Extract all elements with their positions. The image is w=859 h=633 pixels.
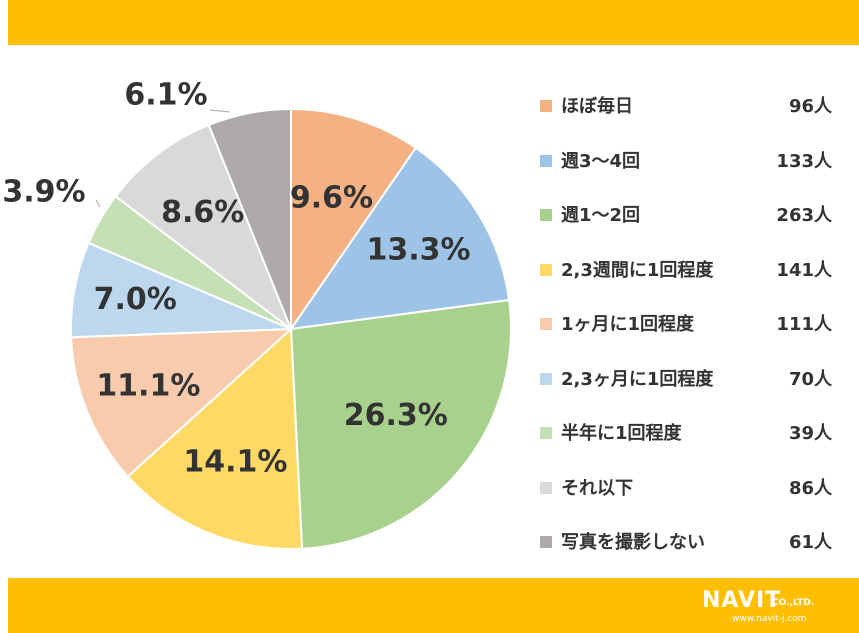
leader-line: [209, 109, 231, 113]
logo-word: NAVIT: [702, 588, 782, 613]
legend-count: 263人: [776, 205, 832, 226]
bottom-banner: [8, 578, 859, 633]
legend-label: 写真を撮影しない: [561, 532, 705, 553]
legend-count: 70人: [788, 368, 832, 390]
leader-line: [95, 199, 101, 208]
pie-slice: [290, 107, 418, 333]
pie-slice: [289, 298, 512, 550]
navit-logo: NAVIT CO.,LTD. www.navit-j.com: [702, 588, 847, 628]
legend-label: 週1～2回: [561, 205, 641, 226]
legend-count: 133人: [776, 150, 832, 172]
legend-item: 1ヶ月に1回程度 111人: [540, 308, 840, 338]
legend-item: 2,3週間に1回程度 141人: [540, 254, 840, 284]
legend-item: 週3～4回 133人: [540, 145, 840, 175]
pie-percent-label: 8.6%: [161, 195, 244, 230]
legend-swatch: [540, 100, 552, 112]
legend-count: 86人: [788, 477, 832, 499]
pie-percent-label: 9.6%: [290, 180, 373, 215]
pie-percent-labels: 9.6% 13.3% 26.3% 14.1% 11.1% 7.0% 3.9% 8.6% 6.1%: [2, 78, 470, 480]
legend-count: 141人: [776, 259, 832, 281]
legend-item: ほぼ毎日 96人: [540, 90, 840, 120]
pie-slice: [288, 146, 511, 331]
pie-percent-label: 13.3%: [367, 232, 471, 267]
legend-swatch: [540, 263, 552, 276]
legend-label: 週3～4回: [561, 150, 641, 172]
legend-swatch: [540, 154, 552, 167]
legend-item: 2,3ヶ月に1回程度 70人: [540, 363, 840, 393]
legend-count: 96人: [788, 96, 832, 117]
legend-count: 61人: [788, 532, 832, 553]
pie-slice: [207, 107, 292, 330]
legend-count: 39人: [788, 423, 832, 444]
legend-label: ほぼ毎日: [561, 96, 633, 117]
legend-label: 1ヶ月に1回程度: [561, 314, 695, 335]
pie-slices: [70, 107, 512, 550]
pie-percent-label: 14.1%: [183, 445, 287, 480]
legend-swatch: [540, 372, 552, 385]
pie-percent-label: 3.9%: [2, 175, 85, 210]
pie-percent-label: 26.3%: [344, 398, 448, 433]
logo-company: CO.,LTD.: [772, 598, 815, 608]
legend-item: それ以下 86人: [540, 472, 840, 502]
legend-item: 半年に1回程度 39人: [540, 417, 840, 447]
pie-slice: [70, 327, 294, 478]
legend-item: 写真を撮影しない 61人: [540, 526, 840, 556]
legend-label: 半年に1回程度: [561, 423, 682, 444]
top-banner: [8, 0, 859, 45]
legend-swatch: [540, 209, 552, 221]
legend-label: 2,3週間に1回程度: [561, 259, 714, 281]
legend-swatch: [540, 318, 552, 330]
logo-url: www.navit-j.com: [732, 614, 807, 624]
legend-swatch: [540, 481, 552, 494]
legend-item: 週1～2回 263人: [540, 199, 840, 229]
legend-label: 2,3ヶ月に1回程度: [561, 368, 714, 390]
pie-percent-label: 7.0%: [94, 282, 177, 317]
legend-label: それ以下: [561, 477, 633, 499]
pie-slice: [114, 123, 294, 332]
pie-percent-label: 11.1%: [96, 369, 200, 404]
legend-swatch: [540, 536, 552, 548]
pie-percent-label: 6.1%: [124, 78, 207, 113]
legend-swatch: [540, 427, 552, 439]
legend-count: 111人: [776, 314, 832, 335]
pie-slice: [126, 326, 304, 550]
